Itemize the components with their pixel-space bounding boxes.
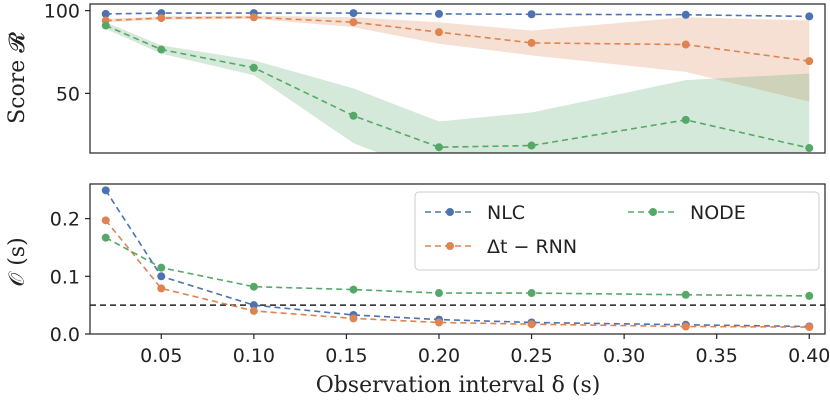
- data-point-1-0-2: [249, 301, 258, 310]
- data-point-1-2-3: [349, 285, 358, 294]
- band-0-2: [105, 22, 810, 153]
- data-point-0-0-5: [527, 10, 536, 19]
- data-point-0-1-1: [157, 14, 166, 23]
- data-point-1-1-4: [434, 318, 443, 327]
- data-point-1-1-7: [805, 323, 814, 332]
- data-point-0-2-0: [101, 21, 110, 30]
- legend-label-0: NLC: [487, 202, 525, 224]
- legend-box: [414, 191, 820, 271]
- x-tick-label-3: 0.20: [418, 345, 460, 367]
- data-point-1-0-1: [157, 272, 166, 281]
- data-point-0-2-3: [349, 111, 358, 120]
- data-point-1-1-3: [349, 314, 358, 323]
- y-tick-label-0-1: 100: [44, 1, 80, 23]
- data-point-0-0-6: [681, 10, 690, 19]
- score-panel: 50 100: [44, 1, 826, 154]
- plot-frame-1: [89, 183, 826, 335]
- error-panel: 0.0 0.1 0.2 0.05 0.10 0.15 0.20 0.25 0.30 0.35 0.4…: [50, 183, 830, 367]
- legend-marker-2: [649, 208, 657, 216]
- data-point-1-1-1: [157, 284, 166, 293]
- data-point-1-2-2: [249, 282, 258, 291]
- series-line-0-2: [105, 24, 810, 149]
- band-0-1: [105, 15, 810, 102]
- data-point-0-1-4: [434, 28, 443, 37]
- data-point-0-2-1: [157, 45, 166, 54]
- x-tick-label-0: 0.05: [140, 345, 182, 367]
- data-point-0-0-4: [434, 9, 443, 18]
- x-tick-label-7: 0.40: [788, 345, 830, 367]
- legend-marker-1: [446, 242, 454, 250]
- legend: NLC Δt − RNN NODE: [414, 191, 820, 271]
- series-line-1-1: [105, 219, 810, 328]
- y-tick-label-1-2: 0.2: [50, 209, 80, 231]
- series-line-1-0: [105, 189, 810, 328]
- data-point-0-1-7: [805, 57, 814, 66]
- data-point-0-1-2: [249, 13, 258, 22]
- data-point-0-0-3: [349, 9, 358, 18]
- plot-frame-0: [89, 3, 826, 154]
- data-point-1-2-0: [101, 233, 110, 242]
- series-line-1-2: [105, 236, 810, 297]
- y-tick-label-1-0: 0.0: [50, 324, 80, 346]
- data-point-1-2-6: [681, 290, 690, 299]
- x-tick-label-6: 0.35: [696, 345, 738, 367]
- x-tick-label-2: 0.15: [325, 345, 367, 367]
- x-tick-label-4: 0.25: [510, 345, 552, 367]
- data-point-1-0-0: [101, 186, 110, 195]
- data-point-1-1-0: [101, 216, 110, 225]
- y-tick-label-0-0: 50: [56, 83, 80, 105]
- legend-label-2: NODE: [690, 202, 746, 224]
- data-point-0-1-5: [527, 38, 536, 47]
- y-tick-label-1-1: 0.1: [50, 266, 80, 288]
- data-point-1-2-1: [157, 263, 166, 272]
- data-point-1-2-4: [434, 289, 443, 298]
- series-line-0-0: [105, 12, 810, 18]
- data-point-0-1-3: [349, 18, 358, 27]
- data-point-0-1-6: [681, 40, 690, 49]
- data-point-0-2-2: [249, 63, 258, 72]
- x-tick-label-5: 0.30: [603, 345, 645, 367]
- data-point-1-2-5: [527, 289, 536, 298]
- data-point-0-2-5: [527, 141, 536, 150]
- data-point-1-1-2: [249, 306, 258, 315]
- data-point-1-1-6: [681, 322, 690, 331]
- data-point-0-0-0: [101, 9, 110, 18]
- bottom-y-axis-label: 𝒪 (s): [5, 237, 30, 286]
- data-point-0-2-6: [681, 115, 690, 124]
- x-axis-label: Observation interval δ (s): [316, 373, 601, 398]
- data-point-1-1-5: [527, 320, 536, 329]
- data-point-0-2-7: [805, 144, 814, 153]
- series-line-0-1: [105, 16, 810, 62]
- data-point-0-2-4: [434, 143, 443, 152]
- legend-label-1: Δt − RNN: [487, 236, 577, 258]
- legend-marker-0: [446, 208, 454, 216]
- x-tick-label-1: 0.10: [233, 345, 275, 367]
- data-point-1-2-7: [805, 291, 814, 300]
- top-y-axis-label: Score 𝓡: [5, 32, 30, 124]
- data-point-0-0-7: [805, 12, 814, 21]
